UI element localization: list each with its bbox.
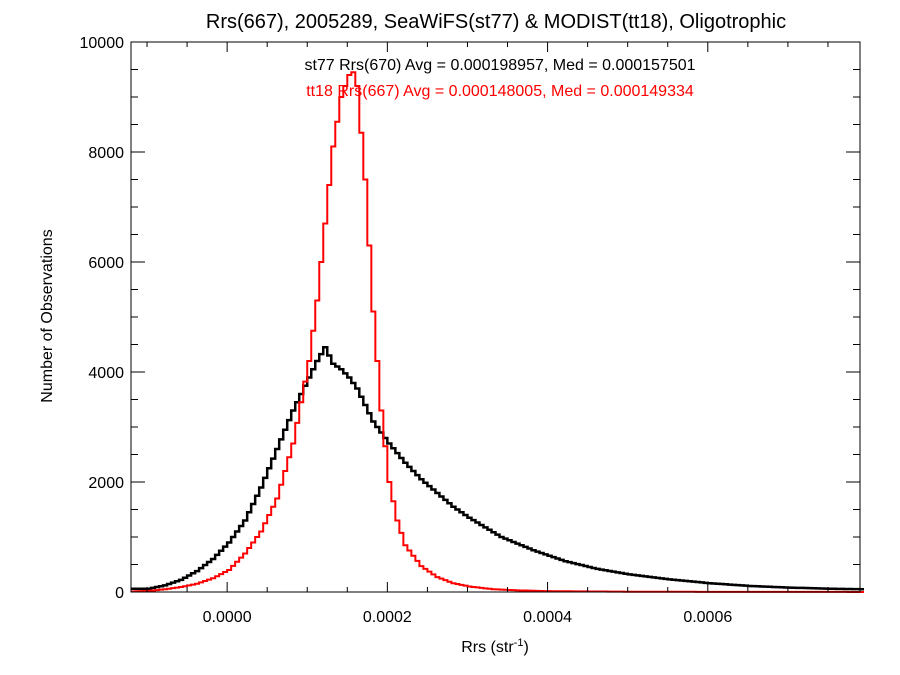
series-st77-line <box>131 346 865 591</box>
y-tick-label: 4000 <box>88 365 124 382</box>
y-tick-label: 8000 <box>88 145 124 162</box>
stats-annotation-tt18: tt18 Rrs(667) Avg = 0.000148005, Med = 0… <box>306 83 694 100</box>
series-tt18-line <box>131 71 865 593</box>
y-axis-label: Number of Observations <box>39 229 56 402</box>
y-tick-label: 0 <box>115 585 124 602</box>
stats-annotation-st77: st77 Rrs(670) Avg = 0.000198957, Med = 0… <box>304 57 695 74</box>
x-tick-label: 0.0002 <box>363 609 412 626</box>
plot-frame <box>130 41 861 593</box>
x-tick-label: 0.0000 <box>203 609 252 626</box>
x-tick-label: 0.0004 <box>523 609 572 626</box>
x-axis-label: Rrs (str-1) <box>461 637 529 656</box>
series-layer <box>131 71 865 593</box>
y-tick-label: 2000 <box>88 475 124 492</box>
y-tick-label: 10000 <box>80 35 125 52</box>
x-tick-label: 0.0006 <box>683 609 732 626</box>
y-tick-label: 6000 <box>88 255 124 272</box>
ticks-layer: 0.0000 0.0002 0.0004 0.0006 0 2000 4000 6000 800… <box>80 35 860 626</box>
annotation-layer: st77 Rrs(670) Avg = 0.000198957, Med = 0… <box>304 57 695 100</box>
chart-title: Rrs(667), 2005289, SeaWiFS(st77) & MODIS… <box>206 11 786 33</box>
